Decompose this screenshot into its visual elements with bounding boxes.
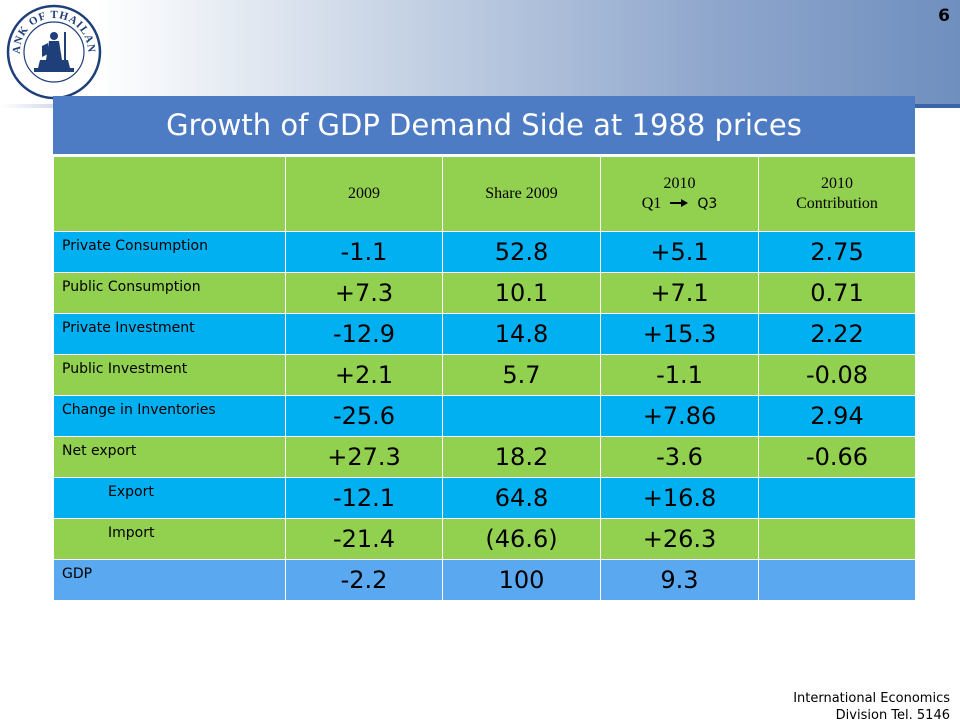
row-label: Public Investment <box>53 354 286 396</box>
header-period-from: Q1 <box>641 194 662 212</box>
cell-2010: +16.8 <box>600 477 759 519</box>
header-2009: 2009 <box>285 156 443 232</box>
cell-share-2009: 18.2 <box>442 436 601 478</box>
row-label: GDP <box>53 559 286 601</box>
gdp-growth-table: Growth of GDP Demand Side at 1988 prices… <box>53 96 916 601</box>
cell-share-2009: 14.8 <box>442 313 601 355</box>
row-label: Private Consumption <box>53 231 286 273</box>
cell-share-2009: 100 <box>442 559 601 601</box>
cell-contribution <box>758 477 916 519</box>
table-row-private-consumption: Private Consumption -1.1 52.8 +5.1 2.75 <box>53 231 916 273</box>
table-row-gdp: GDP -2.2 100 9.3 <box>53 559 916 601</box>
cell-share-2009: 64.8 <box>442 477 601 519</box>
cell-2010: +7.86 <box>600 395 759 437</box>
cell-2010: -3.6 <box>600 436 759 478</box>
header-band <box>0 0 960 104</box>
cell-contribution: 2.75 <box>758 231 916 273</box>
cell-2009: +27.3 <box>285 436 443 478</box>
header-2010-label: 2010 <box>663 174 696 192</box>
cell-2009: +2.1 <box>285 354 443 396</box>
cell-2010: +7.1 <box>600 272 759 314</box>
row-label: Change in Inventories <box>53 395 286 437</box>
cell-share-2009: (46.6) <box>442 518 601 560</box>
header-2010-contribution: 2010 Contribution <box>758 156 916 232</box>
cell-2009: -2.2 <box>285 559 443 601</box>
row-label: Private Investment <box>53 313 286 355</box>
cell-contribution: -0.08 <box>758 354 916 396</box>
footer-division: International Economics <box>793 691 950 706</box>
cell-contribution: -0.66 <box>758 436 916 478</box>
footer-phone: Division Tel. 5146 <box>835 708 950 720</box>
cell-contribution: 0.71 <box>758 272 916 314</box>
table-row-export: Export -12.1 64.8 +16.8 <box>53 477 916 519</box>
table-header-row: 2009 Share 2009 2010 Q1 Q3 2010 Contribu… <box>53 156 916 232</box>
cell-2010: 9.3 <box>600 559 759 601</box>
cell-2009: +7.3 <box>285 272 443 314</box>
cell-contribution: 2.22 <box>758 313 916 355</box>
table-row-public-consumption: Public Consumption +7.3 10.1 +7.1 0.71 <box>53 272 916 314</box>
table-title: Growth of GDP Demand Side at 1988 prices <box>53 96 915 156</box>
header-contribution-label: Contribution <box>796 195 878 212</box>
row-label: Export <box>53 477 286 519</box>
table-row-change-in-inventories: Change in Inventories -25.6 +7.86 2.94 <box>53 395 916 437</box>
cell-share-2009: 5.7 <box>442 354 601 396</box>
header-2010-label-2: 2010 <box>821 175 853 192</box>
row-label: Import <box>53 518 286 560</box>
cell-2010: +5.1 <box>600 231 759 273</box>
row-label: Public Consumption <box>53 272 286 314</box>
cell-share-2009: 52.8 <box>442 231 601 273</box>
cell-2009: -12.9 <box>285 313 443 355</box>
cell-contribution <box>758 559 916 601</box>
cell-contribution <box>758 518 916 560</box>
cell-share-2009 <box>442 395 601 437</box>
table-row-import: Import -21.4 (46.6) +26.3 <box>53 518 916 560</box>
cell-contribution: 2.94 <box>758 395 916 437</box>
cell-2009: -12.1 <box>285 477 443 519</box>
header-share-2009: Share 2009 <box>442 156 601 232</box>
bank-of-thailand-logo: BANK OF THAILAND <box>0 0 104 102</box>
header-period-to: Q3 <box>697 195 718 212</box>
cell-2010: +15.3 <box>600 313 759 355</box>
cell-2009: -21.4 <box>285 518 443 560</box>
cell-share-2009: 10.1 <box>442 272 601 314</box>
table-row-private-investment: Private Investment -12.9 14.8 +15.3 2.22 <box>53 313 916 355</box>
page-number: 6 <box>938 6 950 26</box>
arrow-right-icon <box>669 194 689 214</box>
cell-2010: -1.1 <box>600 354 759 396</box>
cell-2009: -1.1 <box>285 231 443 273</box>
header-2010-q1-q3: 2010 Q1 Q3 <box>600 156 759 232</box>
header-empty-cell <box>53 156 286 232</box>
cell-2010: +26.3 <box>600 518 759 560</box>
header-period: Q1 Q3 <box>601 194 758 214</box>
cell-2009: -25.6 <box>285 395 443 437</box>
table-row-public-investment: Public Investment +2.1 5.7 -1.1 -0.08 <box>53 354 916 396</box>
table-row-net-export: Net export +27.3 18.2 -3.6 -0.66 <box>53 436 916 478</box>
footer: International Economics Division Tel. 51… <box>690 690 950 720</box>
row-label: Net export <box>53 436 286 478</box>
